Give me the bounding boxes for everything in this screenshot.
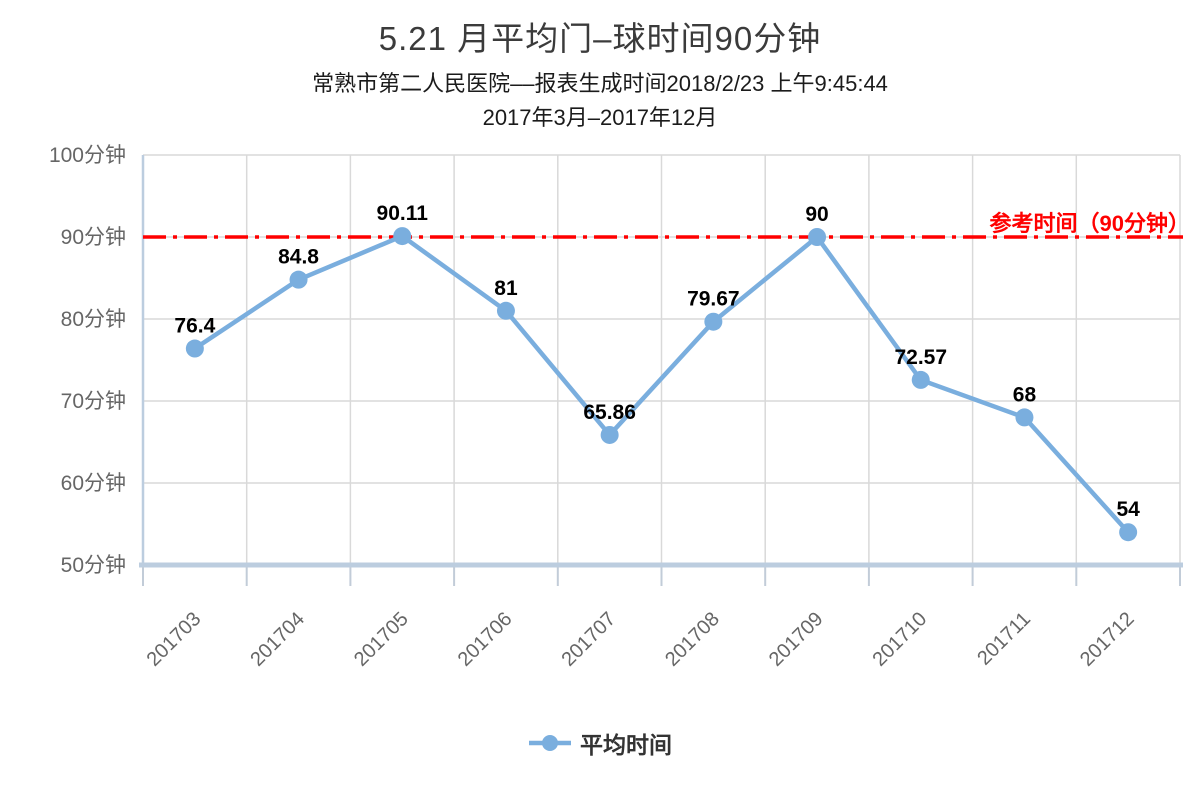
- data-label: 90.11: [377, 202, 429, 225]
- x-tick-label: 201706: [454, 608, 517, 671]
- data-point[interactable]: [289, 270, 308, 289]
- legend-item-average-time[interactable]: 平均时间: [528, 726, 672, 760]
- x-tick-label: 201703: [143, 608, 206, 671]
- chart-subtitle-daterange: 2017年3月–2017年12月: [482, 105, 718, 130]
- data-label: 72.57: [894, 346, 947, 369]
- data-point[interactable]: [1015, 408, 1034, 427]
- y-tick-label: 80分钟: [61, 308, 126, 331]
- data-point[interactable]: [393, 227, 412, 246]
- y-tick-label: 50分钟: [61, 554, 126, 577]
- x-tick-label: 201712: [1076, 608, 1139, 671]
- data-point[interactable]: [704, 312, 723, 331]
- data-point[interactable]: [600, 425, 619, 444]
- x-tick-label: 201707: [557, 608, 620, 671]
- chart-title: 5.21 月平均门–球时间90分钟: [378, 20, 822, 57]
- data-label: 65.86: [583, 401, 636, 424]
- series-line: [192, 233, 1131, 535]
- data-label: 84.8: [278, 246, 319, 269]
- y-tick-label: 70分钟: [61, 390, 126, 413]
- data-label: 90: [805, 203, 828, 226]
- x-tick-label: 201705: [350, 608, 413, 671]
- data-point[interactable]: [496, 301, 515, 320]
- x-tick-label: 201704: [246, 608, 309, 671]
- y-tick-label: 100分钟: [49, 144, 126, 167]
- data-point[interactable]: [185, 339, 204, 358]
- data-label: 79.67: [687, 288, 740, 311]
- data-point[interactable]: [808, 228, 827, 246]
- chart-subtitle-hospital: 常熟市第二人民医院––报表生成时间2018/2/23 上午9:45:44: [312, 71, 888, 96]
- legend-item-label: 平均时间: [580, 732, 672, 758]
- x-tick-label: 201710: [869, 608, 932, 671]
- x-tick-label: 201709: [765, 608, 828, 671]
- data-label: 54: [1116, 498, 1140, 521]
- reference-line-label: 参考时间（90分钟）: [989, 211, 1190, 236]
- x-tick-label: 201711: [973, 608, 1035, 670]
- legend: 平均时间: [0, 726, 1200, 760]
- legend-marker-icon: [529, 735, 571, 751]
- data-point[interactable]: [911, 370, 930, 389]
- data-point[interactable]: [1119, 523, 1138, 542]
- data-label: 68: [1013, 383, 1037, 406]
- data-label: 76.4: [174, 315, 215, 338]
- x-tick-label: 201708: [661, 608, 724, 671]
- y-tick-label: 60分钟: [61, 472, 126, 495]
- y-tick-label: 90分钟: [61, 226, 126, 249]
- data-label: 81: [494, 277, 518, 300]
